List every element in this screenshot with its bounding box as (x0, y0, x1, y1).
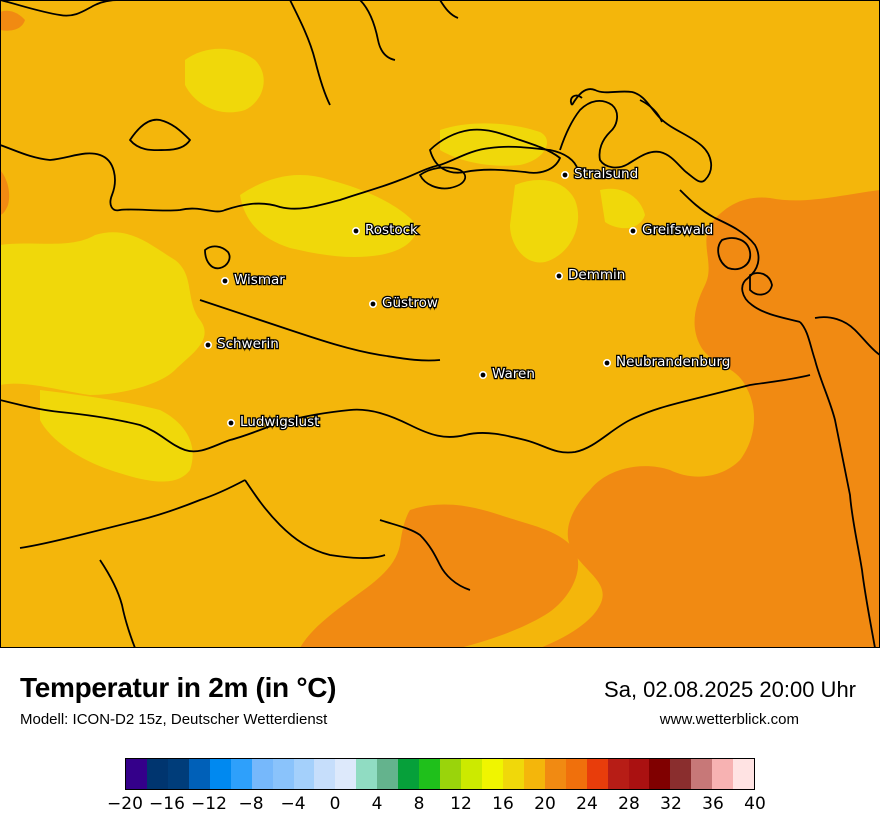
colorbar-segment (293, 759, 315, 789)
colorbar-segment (272, 759, 294, 789)
colorbar-tick-label: 12 (450, 794, 472, 814)
colorbar-segment (440, 759, 461, 789)
model-source: Modell: ICON-D2 15z, Deutscher Wetterdie… (20, 711, 328, 728)
colorbar-segment (670, 759, 692, 789)
colorbar-segment (356, 759, 378, 789)
city-neubrandenburg: Neubrandenburg (602, 353, 732, 371)
colorbar-tick-label: 16 (492, 794, 514, 814)
city-demmin: Demmin (554, 266, 627, 284)
colorbar-tick-label: −8 (238, 794, 264, 814)
svg-text:Ludwigslust: Ludwigslust (240, 414, 319, 430)
colorbar-tick-label: −20 (107, 794, 143, 814)
svg-text:Wismar: Wismar (234, 272, 285, 288)
colorbar-segment (146, 759, 168, 789)
colorbar-segment (230, 759, 252, 789)
temperature-field-cool-areas (0, 48, 645, 482)
city-ludwigslust: Ludwigslust (227, 413, 321, 431)
temperature-map: Stralsund Rostock Greifswald Demmin Wism… (0, 0, 880, 648)
colorbar-segment (691, 759, 713, 789)
colorbar-tick-label: 24 (576, 794, 598, 814)
temperature-colorbar (125, 758, 755, 790)
colorbar-segment (167, 759, 189, 789)
colorbar-tick-label: 20 (534, 794, 556, 814)
colorbar-segment (628, 759, 650, 789)
colorbar-tick-label: 40 (744, 794, 766, 814)
colorbar-segment (481, 759, 503, 789)
city-rostock: Rostock (351, 221, 419, 239)
city-greifswald: Greifswald (628, 221, 715, 239)
city-guestrow: Güstrow (368, 294, 439, 312)
colorbar-segment (126, 759, 147, 789)
colorbar-segment (251, 759, 273, 789)
temperature-field-warm-areas (0, 10, 880, 648)
city-schwerin: Schwerin (204, 335, 280, 353)
forecast-datetime: Sa, 02.08.2025 20:00 Uhr (604, 677, 856, 702)
colorbar-tick-label: 4 (371, 794, 383, 814)
svg-text:Waren: Waren (492, 366, 535, 382)
colorbar-segment (314, 759, 336, 789)
city-markers: Stralsund Rostock Greifswald Demmin Wism… (204, 165, 732, 431)
svg-text:Greifswald: Greifswald (642, 222, 713, 238)
colorbar-tick-label: 0 (329, 794, 341, 814)
colorbar-segment (733, 759, 755, 789)
colorbar-tick-label: −4 (280, 794, 306, 814)
city-waren: Waren (478, 365, 536, 383)
colorbar-segment (649, 759, 671, 789)
svg-text:Demmin: Demmin (568, 267, 625, 283)
colorbar-segment (335, 759, 357, 789)
colorbar-tick-label: −12 (191, 794, 227, 814)
map-title: Temperatur in 2m (in °C) (20, 672, 337, 703)
svg-text:Rostock: Rostock (365, 222, 418, 238)
coastlines-and-borders (0, 0, 880, 648)
svg-text:Güstrow: Güstrow (382, 295, 438, 311)
colorbar-segment (398, 759, 420, 789)
colorbar-segment (607, 759, 629, 789)
colorbar-segment (544, 759, 566, 789)
colorbar-ticks: −20 −16 −12 −8 −4 0 4 8 12 16 20 24 28 32 36 40 (107, 794, 766, 818)
svg-text:Stralsund: Stralsund (574, 166, 638, 182)
colorbar-tick-label: 36 (702, 794, 724, 814)
svg-text:Neubrandenburg: Neubrandenburg (616, 354, 730, 370)
city-stralsund: Stralsund (560, 165, 639, 183)
svg-text:Schwerin: Schwerin (217, 336, 279, 352)
colorbar-segment (419, 759, 441, 789)
colorbar-segment (586, 759, 608, 789)
colorbar-segment (377, 759, 399, 789)
colorbar-tick-label: 28 (618, 794, 640, 814)
city-wismar: Wismar (221, 271, 287, 289)
colorbar-segment (712, 759, 734, 789)
colorbar-segment (188, 759, 210, 789)
colorbar-segment (502, 759, 524, 789)
colorbar-segment (209, 759, 231, 789)
colorbar-tick-label: 32 (660, 794, 682, 814)
colorbar-segment (523, 759, 545, 789)
colorbar-tick-label: −16 (149, 794, 185, 814)
colorbar-tick-label: 8 (413, 794, 425, 814)
colorbar-segment (565, 759, 587, 789)
colorbar-segment (461, 759, 482, 789)
website-link[interactable]: www.wetterblick.com (659, 711, 799, 728)
